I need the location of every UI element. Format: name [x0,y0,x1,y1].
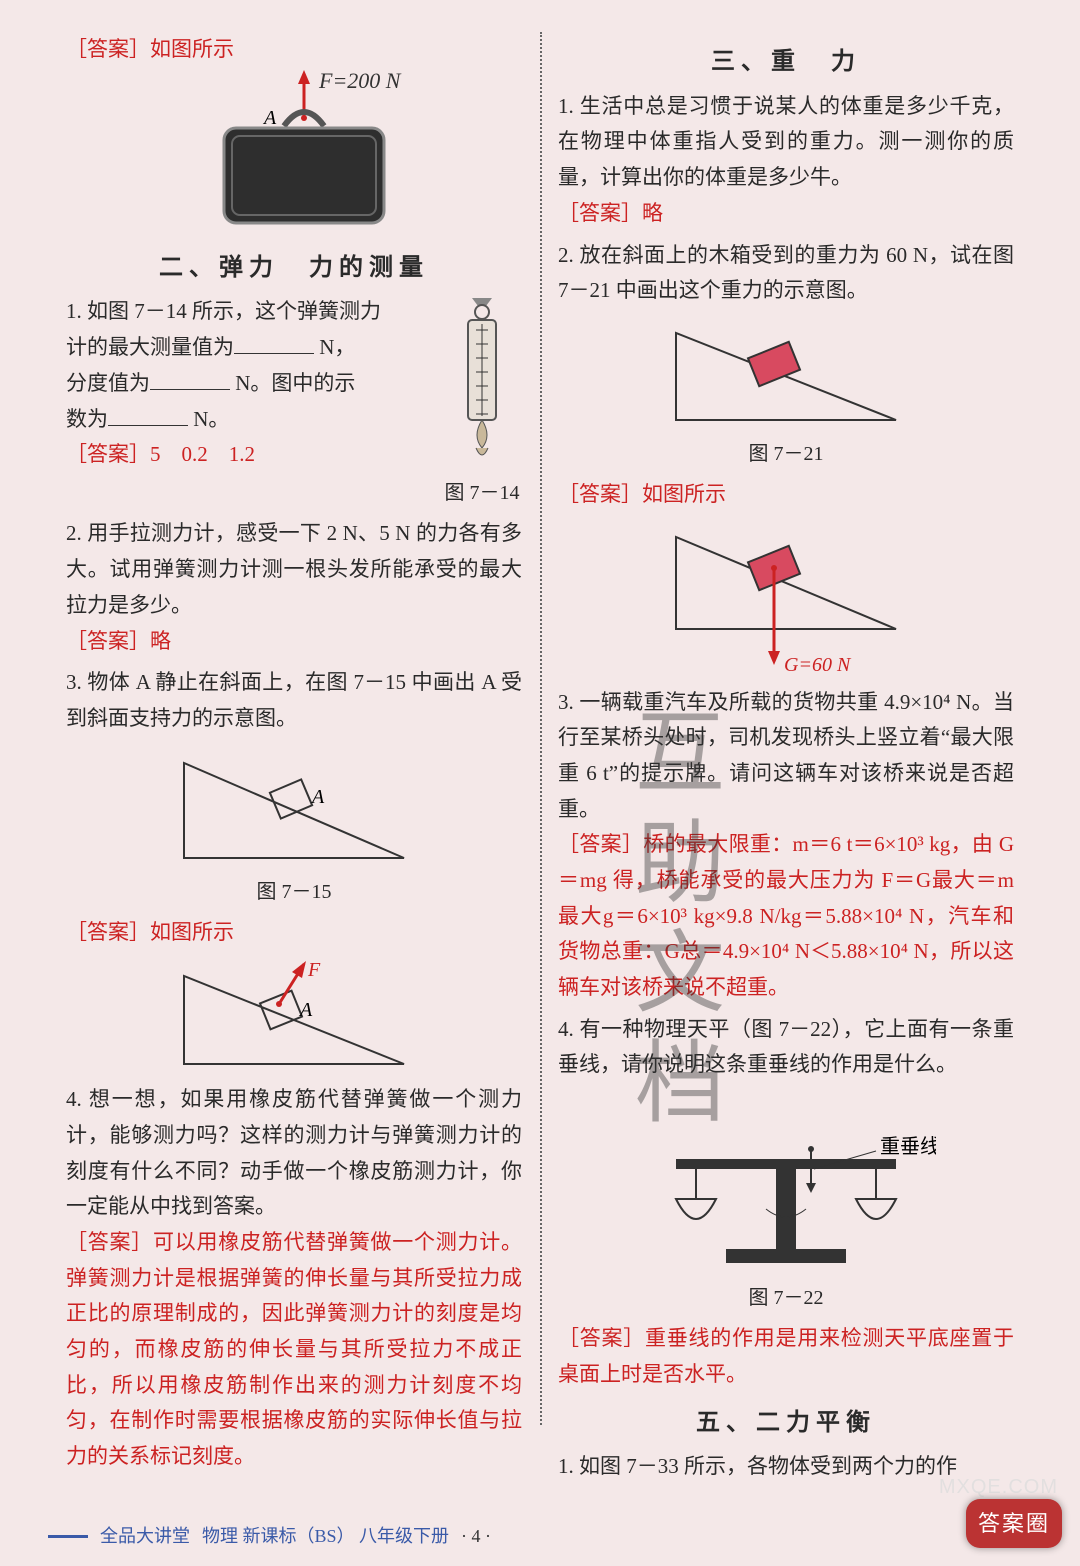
page-footer: 全品大讲堂 物理 新课标（BS） 八年级下册 · 4 · [48,1521,1032,1552]
left-column: ［答案］如图所示 F=200 N A 二、弹力 力的测量 [48,32,540,1485]
answer-text: ［答案］桥的最大限重：m＝6 t＝6×10³ kg，由 G＝mg 得，桥能承受的… [558,832,1014,999]
svg-text:A: A [298,999,313,1021]
answer-text: ［答案］重垂线的作用是用来检测天平底座置于桌面上时是否水平。 [558,1326,1014,1386]
spring-scale-icon [442,294,522,474]
answer-label: ［答案］如图所示 [558,477,1014,513]
fig-7-22-caption: 图 7－22 [558,1281,1014,1315]
fig-7-21-caption: 图 7－21 [558,437,1014,471]
briefcase-svg: F=200 N A [164,68,424,238]
svg-text:重垂线: 重垂线 [880,1135,936,1158]
incline-fig-7-15: A [164,743,424,873]
right-q2: 2. 放在斜面上的木箱受到的重力为 60 N，试在图 7－21 中画出这个重力的… [558,238,1014,679]
footer-book: 全品大讲堂 [100,1521,190,1552]
briefcase-figure: F=200 N A [66,68,522,238]
watermark-badge: 答案圈 [966,1499,1062,1548]
left-q1: 图 7－14 1. 如图 7－14 所示，这个弹簧测力 计的最大测量值为 N， … [66,294,522,510]
answer-text: ［答案］可以用橡皮筋代替弹簧做一个测力计。弹簧测力计是根据弹簧的伸长量与其所受拉… [66,1230,522,1468]
footer-subject: 物理 新课标（BS） 八年级下册 [202,1521,449,1552]
svg-text:G=60 N: G=60 N [784,654,852,676]
section-2-title: 二、弹力 力的测量 [66,248,522,289]
answer-label: ［答案］如图所示 [66,32,522,68]
right-column: 三、重 力 1. 生活中总是习惯于说某人的体重是多少千克，在物理中体重指人受到的… [540,32,1032,1485]
right-q4: 4. 有一种物理天平（图 7－22），它上面有一条重垂线，请你说明这条重垂线的作… [558,1012,1014,1393]
left-q3: 3. 物体 A 静止在斜面上，在图 7－15 中画出 A 受到斜面支持力的示意图… [66,665,522,1076]
column-divider [540,32,542,1425]
incline-fig-7-21 [656,315,916,435]
incline-answer-7-21: G=60 N [656,519,916,679]
fig-7-14-caption: 图 7－14 [442,476,522,510]
right-q1: 1. 生活中总是习惯于说某人的体重是多少千克，在物理中体重指人受到的重力。测一测… [558,89,1014,232]
fig-7-15-caption: 图 7－15 [66,875,522,909]
answer-label: ［答案］如图所示 [66,915,522,951]
footer-page: · 4 · [461,1521,491,1552]
left-q2: 2. 用手拉测力计，感受一下 2 N、5 N 的力各有多大。试用弹簧测力计测一根… [66,516,522,659]
left-q4: 4. 想一想，如果用橡皮筋代替弹簧做一个测力计，能够测力吗？这样的测力计与弹簧测… [66,1082,522,1475]
incline-answer-svg: A F [164,956,424,1076]
svg-text:F: F [307,959,321,981]
force-label: F=200 N [318,68,402,93]
right-q3: 3. 一辆载重汽车及所载的货物共重 4.9×10⁴ N。当行至某桥头处时，司机发… [558,685,1014,1006]
section-5-title: 五、二力平衡 [558,1403,1014,1444]
svg-text:A: A [310,786,325,808]
answer-text: ［答案］略 [558,201,663,225]
answer-text: ［答案］5 0.2 1.2 [66,442,255,466]
point-a: A [262,107,277,129]
balance-fig-7-22: 重垂线 [636,1089,936,1279]
answer-text: ［答案］略 [66,629,171,653]
section-3-title: 三、重 力 [558,42,1014,83]
